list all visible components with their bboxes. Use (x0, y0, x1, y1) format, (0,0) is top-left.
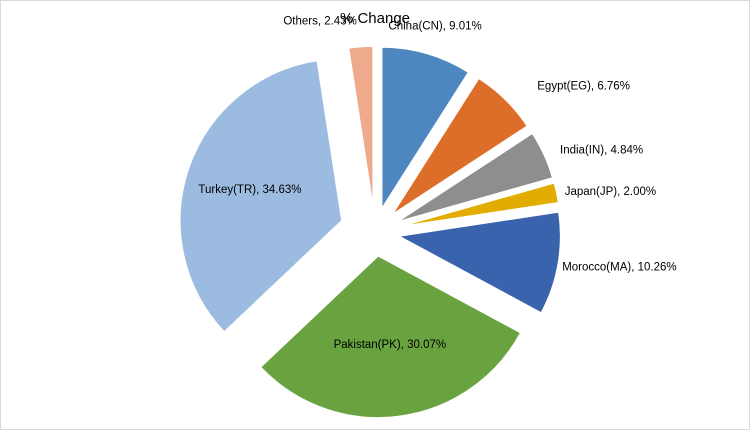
pie-slice-india-in (396, 132, 554, 223)
pie-slice-others (347, 45, 374, 209)
pie-slice-pakistan-pk (259, 254, 522, 419)
pie-slice-egypt-eg (391, 77, 529, 216)
data-label-egypt-eg: Egypt(EG), 6.76% (537, 81, 630, 93)
pie-slice-japan-jp (398, 181, 560, 228)
data-label-others: Others, 2.43% (283, 16, 357, 28)
pie-slice-turkey-tr (179, 59, 343, 334)
data-label-japan-jp: Japan(JP), 2.00% (565, 186, 656, 198)
pie-slice-morocco-ma (396, 211, 562, 315)
data-label-pakistan-pk: Pakistan(PK), 30.07% (334, 339, 447, 351)
data-label-china-cn: China(CN), 9.01% (388, 20, 481, 32)
data-label-india-in: India(IN), 4.84% (560, 144, 643, 156)
pie-slice-china-cn (380, 46, 470, 212)
data-label-turkey-tr: Turkey(TR), 34.63% (198, 184, 301, 196)
data-label-morocco-ma: Morocco(MA), 10.26% (562, 262, 676, 274)
chart-title: % Change (339, 10, 411, 27)
